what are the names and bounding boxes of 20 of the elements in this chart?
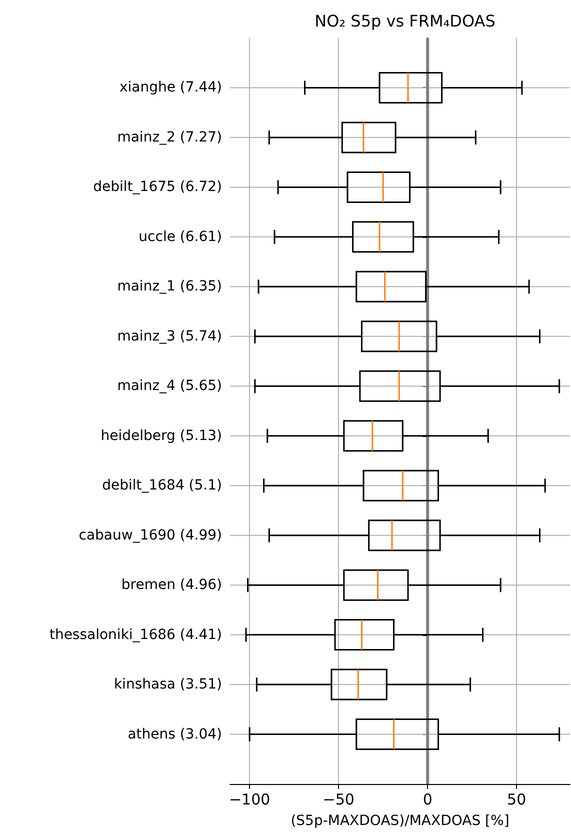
y-tick-label: kinshasa (3.51) [114, 676, 222, 693]
y-tick-label: mainz_2 (7.27) [117, 129, 222, 146]
y-tick-label: xianghe (7.44) [119, 80, 222, 96]
y-tick-label: uccle (6.61) [138, 228, 222, 245]
y-tick-label: heidelberg (5.13) [100, 428, 222, 444]
y-tick-label: mainz_1 (6.35) [117, 278, 222, 295]
y-tick-label: debilt_1675 (6.72) [93, 179, 222, 196]
chart-title: NO₂ S5p vs FRM₄DOAS [314, 12, 496, 30]
y-tick-label: thessaloniki_1686 (4.41) [49, 626, 222, 643]
y-tick-label: cabauw_1690 (4.99) [78, 527, 222, 544]
y-tick-label: mainz_4 (5.65) [117, 378, 222, 394]
y-tick-label: athens (3.04) [128, 726, 222, 742]
x-axis-title: (S5p-MAXDOAS)/MAXDOAS [%] [290, 813, 510, 829]
x-tick-label: −50 [322, 790, 354, 808]
y-tick-label: debilt_1684 (5.1) [102, 478, 222, 494]
x-tick-label: 50 [507, 790, 526, 808]
x-tick-label: 0 [422, 790, 432, 808]
y-tick-label: bremen (4.96) [121, 577, 222, 594]
x-tick-label: −100 [228, 790, 270, 808]
y-tick-label: mainz_3 (5.74) [117, 328, 222, 344]
